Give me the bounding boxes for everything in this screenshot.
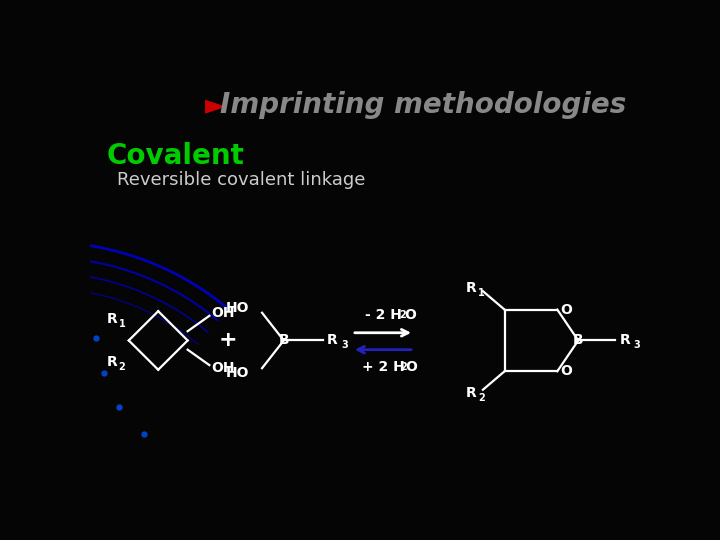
Text: R: R (466, 281, 477, 295)
Text: 3: 3 (341, 340, 348, 350)
Text: O: O (560, 364, 572, 378)
Text: B: B (279, 334, 290, 347)
Text: R: R (326, 334, 337, 347)
Text: - 2 H: - 2 H (364, 308, 401, 322)
Text: Reversible covalent linkage: Reversible covalent linkage (117, 171, 366, 190)
Text: HO: HO (226, 301, 250, 315)
Text: 1: 1 (119, 319, 125, 329)
Text: 2: 2 (399, 310, 406, 320)
Text: 2: 2 (478, 393, 485, 403)
Text: O: O (405, 308, 417, 322)
Text: Imprinting methodologies: Imprinting methodologies (220, 91, 626, 119)
Text: 3: 3 (634, 340, 640, 350)
Text: R: R (619, 334, 630, 347)
Text: +: + (219, 330, 238, 350)
Text: ►: ► (204, 91, 226, 119)
Text: R: R (107, 355, 118, 369)
Text: + 2 H: + 2 H (361, 360, 405, 374)
Text: B: B (573, 334, 584, 347)
Text: OH: OH (211, 361, 235, 375)
Text: R: R (466, 386, 477, 400)
Text: Covalent: Covalent (107, 141, 245, 170)
Text: O: O (560, 302, 572, 316)
Text: HO: HO (226, 366, 250, 380)
Text: 2: 2 (400, 362, 407, 373)
Text: 2: 2 (119, 362, 125, 373)
Text: O: O (405, 360, 418, 374)
Text: R: R (107, 312, 118, 326)
Text: 1: 1 (478, 288, 485, 299)
Text: OH: OH (211, 306, 235, 320)
